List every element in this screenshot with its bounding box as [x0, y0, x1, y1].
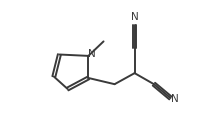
Text: N: N — [171, 94, 179, 104]
Text: N: N — [131, 12, 138, 22]
Text: N: N — [88, 49, 95, 59]
